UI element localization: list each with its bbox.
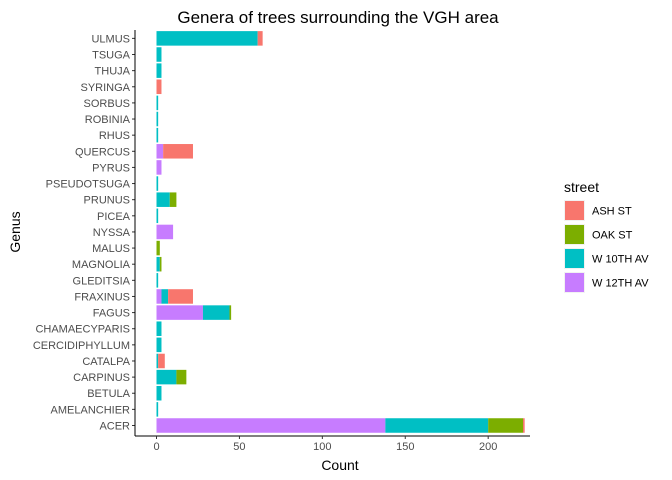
bar-malus-oak-st bbox=[156, 240, 160, 256]
y-tick-label: FRAXINUS bbox=[74, 291, 130, 303]
bar-acer-w-10th-av bbox=[385, 418, 489, 433]
bar-tsuga-w-10th-av bbox=[156, 47, 162, 62]
y-tick-label: CERCIDIPHYLLUM bbox=[33, 340, 130, 352]
bar-prunus-w-10th-av bbox=[156, 192, 170, 207]
y-axis: ACER AMELANCHIER BETULA CARPINUS CATALPA CERC… bbox=[33, 30, 136, 436]
bar-fagus-oak-st bbox=[229, 305, 232, 320]
y-tick-label: PICEA bbox=[97, 211, 131, 223]
bar-magnolia-w-10th-av bbox=[156, 256, 160, 272]
bar-catalpa-ash-st bbox=[158, 353, 165, 369]
y-tick-label: AMELANCHIER bbox=[51, 404, 131, 416]
bar-fraxinus-ash-st bbox=[168, 289, 193, 304]
bar-chamaecyparis-w-10th-av bbox=[156, 321, 162, 336]
y-tick-label: MAGNOLIA bbox=[72, 259, 131, 271]
bar-pyrus-w-12th-av bbox=[156, 160, 162, 175]
bar-amelanchier-w-10th-av bbox=[156, 402, 159, 417]
bar-fagus-w-10th-av bbox=[202, 305, 230, 320]
bar-fraxinus-w-10th-av bbox=[161, 289, 169, 304]
bar-pseudotsuga-w-10th-av bbox=[156, 176, 159, 191]
y-tick-label: SORBUS bbox=[84, 98, 130, 110]
y-tick-label: NYSSA bbox=[93, 227, 131, 239]
y-tick-label: SYRINGA bbox=[80, 82, 130, 94]
legend-key-w-12th-av bbox=[565, 273, 584, 292]
legend-key-oak-st bbox=[565, 225, 584, 244]
y-tick-label: ULMUS bbox=[91, 33, 130, 45]
bar-carpinus-oak-st bbox=[176, 369, 187, 385]
bar-ulmus-ash-st bbox=[257, 31, 263, 46]
bars-layer bbox=[156, 31, 525, 433]
legend: ASH ST OAK ST W 10TH AV W 12TH AV bbox=[564, 200, 649, 293]
x-tick-label: 200 bbox=[479, 441, 497, 453]
bar-quercus-ash-st bbox=[163, 144, 193, 159]
bar-nyssa-w-12th-av bbox=[156, 224, 174, 240]
y-tick-label: BETULA bbox=[87, 388, 130, 400]
y-axis-title: Genus bbox=[7, 211, 23, 252]
y-tick-label: PSEUDOTSUGA bbox=[46, 179, 131, 191]
bar-magnolia-oak-st bbox=[159, 256, 162, 272]
x-tick-label: 0 bbox=[153, 441, 159, 453]
bar-betula-w-10th-av bbox=[156, 385, 162, 401]
y-tick-label: ACER bbox=[99, 421, 130, 433]
y-tick-label: PYRUS bbox=[92, 162, 130, 174]
legend-label: W 10TH AV bbox=[592, 254, 649, 266]
y-tick-label: CARPINUS bbox=[73, 372, 130, 384]
legend-label: W 12TH AV bbox=[592, 278, 649, 290]
y-tick-label: ROBINIA bbox=[85, 114, 131, 126]
legend-label: ASH ST bbox=[592, 206, 632, 218]
bar-gleditsia-w-10th-av bbox=[156, 273, 159, 288]
bar-carpinus-w-10th-av bbox=[156, 369, 177, 385]
y-tick-label: MALUS bbox=[92, 243, 130, 255]
bar-rhus-w-10th-av bbox=[156, 127, 159, 143]
bar-catalpa-w-10th-av bbox=[156, 353, 159, 369]
bar-acer-w-12th-av bbox=[156, 418, 386, 433]
bar-thuja-w-10th-av bbox=[156, 63, 162, 78]
bar-quercus-w-12th-av bbox=[156, 144, 164, 159]
legend-title: street bbox=[564, 179, 599, 195]
y-tick-label: RHUS bbox=[99, 130, 130, 142]
bar-syringa-ash-st bbox=[156, 79, 162, 95]
bar-fagus-w-12th-av bbox=[156, 305, 203, 320]
legend-label: OAK ST bbox=[592, 230, 633, 242]
y-tick-label: FAGUS bbox=[93, 308, 130, 320]
bar-acer-oak-st bbox=[488, 418, 524, 433]
x-tick-label: 100 bbox=[313, 441, 331, 453]
y-tick-label: TSUGA bbox=[92, 50, 131, 62]
y-tick-label: GLEDITSIA bbox=[73, 275, 131, 287]
chart-title: Genera of trees surrounding the VGH area bbox=[177, 8, 499, 27]
x-axis: 0 50 100 150 200 bbox=[135, 435, 530, 453]
bar-sorbus-w-10th-av bbox=[156, 95, 159, 111]
bar-ulmus-w-10th-av bbox=[156, 31, 258, 46]
y-tick-label: CATALPA bbox=[82, 356, 130, 368]
x-tick-label: 50 bbox=[233, 441, 245, 453]
x-axis-title: Count bbox=[321, 457, 358, 473]
legend-key-w-10th-av bbox=[565, 249, 584, 268]
bar-picea-w-10th-av bbox=[156, 208, 159, 224]
y-tick-label: CHAMAECYPARIS bbox=[35, 324, 130, 336]
bar-cercidiphyllum-w-10th-av bbox=[156, 337, 162, 353]
legend-key-ash-st bbox=[565, 201, 584, 220]
y-tick-label: THUJA bbox=[95, 66, 131, 78]
x-tick-label: 150 bbox=[396, 441, 414, 453]
bar-robinia-w-10th-av bbox=[156, 111, 159, 127]
bar-fraxinus-w-12th-av bbox=[156, 289, 162, 304]
bar-prunus-oak-st bbox=[169, 192, 177, 207]
y-tick-label: QUERCUS bbox=[75, 146, 130, 158]
bar-acer-ash-st bbox=[523, 418, 525, 433]
y-tick-label: PRUNUS bbox=[84, 195, 130, 207]
